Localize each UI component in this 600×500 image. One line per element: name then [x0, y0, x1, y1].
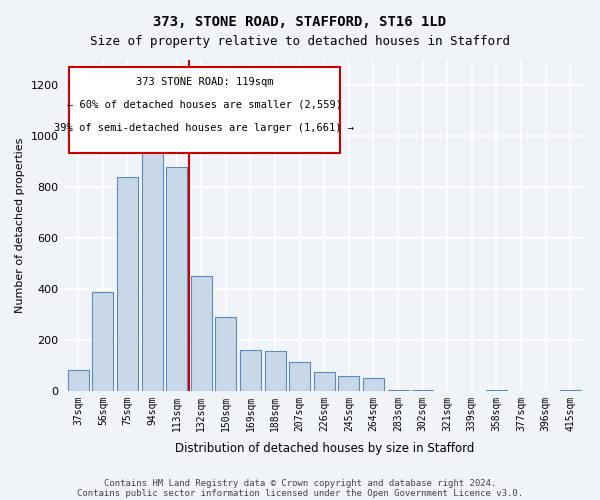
FancyBboxPatch shape: [69, 66, 340, 152]
Text: 373, STONE ROAD, STAFFORD, ST16 1LD: 373, STONE ROAD, STAFFORD, ST16 1LD: [154, 15, 446, 29]
Text: Size of property relative to detached houses in Stafford: Size of property relative to detached ho…: [90, 35, 510, 48]
Bar: [289, 362, 310, 391]
Bar: [92, 292, 113, 391]
Text: ← 60% of detached houses are smaller (2,559): ← 60% of detached houses are smaller (2,…: [67, 100, 342, 110]
Bar: [338, 376, 359, 391]
Bar: [215, 317, 236, 391]
Bar: [117, 177, 138, 391]
Bar: [363, 378, 384, 391]
Bar: [388, 390, 409, 391]
Bar: [166, 167, 187, 391]
Bar: [486, 390, 507, 391]
Bar: [412, 390, 433, 391]
Y-axis label: Number of detached properties: Number of detached properties: [15, 138, 25, 313]
Text: 39% of semi-detached houses are larger (1,661) →: 39% of semi-detached houses are larger (…: [55, 123, 355, 133]
Bar: [560, 390, 581, 391]
Text: 373 STONE ROAD: 119sqm: 373 STONE ROAD: 119sqm: [136, 76, 273, 86]
Bar: [142, 146, 163, 391]
Bar: [68, 370, 89, 391]
Bar: [240, 350, 261, 391]
Text: Contains HM Land Registry data © Crown copyright and database right 2024.: Contains HM Land Registry data © Crown c…: [104, 478, 496, 488]
Bar: [314, 372, 335, 391]
Bar: [191, 276, 212, 391]
Text: Contains public sector information licensed under the Open Government Licence v3: Contains public sector information licen…: [77, 488, 523, 498]
X-axis label: Distribution of detached houses by size in Stafford: Distribution of detached houses by size …: [175, 442, 474, 455]
Bar: [265, 352, 286, 391]
